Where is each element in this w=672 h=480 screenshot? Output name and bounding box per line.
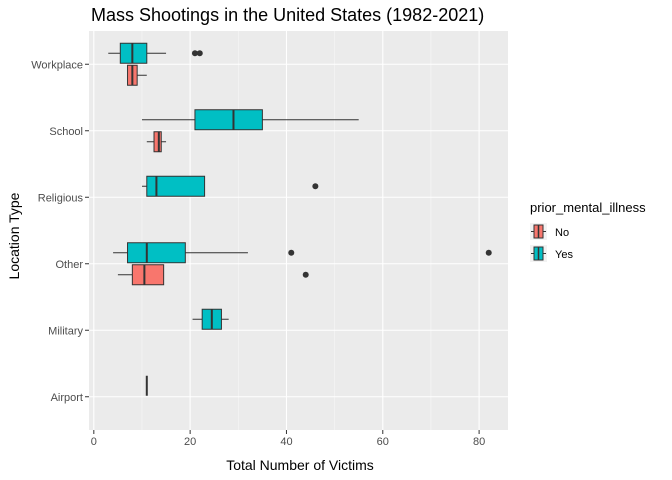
y-tick-label-other: Other [55,259,83,271]
box-religious-yes [146,175,206,197]
box-school-yes [194,109,263,131]
x-tick-label: 80 [473,436,485,448]
legend-key-no [530,223,547,240]
x-tick-label: 40 [280,436,292,448]
box-other-no [131,264,165,286]
box-other-yes-outlier [288,249,295,256]
y-tick-label-military: Military [48,325,83,337]
box-other-yes [127,242,186,264]
box-workplace-yes-outlier [196,50,203,57]
plot-area: 0 20 40 60 80 Workplace School Religious Other Mi… [31,31,508,448]
y-tick-label-school: School [49,126,83,138]
box-workplace-yes-outlier [191,50,198,57]
box-school-no [153,131,162,153]
y-tick-label-airport: Airport [51,392,83,404]
y-tick-label-religious: Religious [38,192,84,204]
y-axis-title: Location Type [6,192,22,279]
box-religious-yes-outlier [312,183,319,190]
box-other-yes-outlier [485,249,492,256]
legend: prior_mental_illness No Yes [530,200,646,262]
legend-key-yes [530,245,547,262]
legend-label-yes: Yes [555,249,573,261]
x-tick-label: 20 [184,436,196,448]
x-tick-label: 0 [91,436,97,448]
plot-panel [89,31,508,430]
y-tick-label-workplace: Workplace [31,59,83,71]
box-workplace-yes [119,42,148,64]
chart-title: Mass Shootings in the United States (198… [91,5,484,25]
legend-label-no: No [555,227,569,239]
x-tick-label: 60 [377,436,389,448]
legend-title: prior_mental_illness [530,200,646,215]
box-other-no-outlier [302,271,309,278]
x-axis-title: Total Number of Victims [226,457,374,473]
